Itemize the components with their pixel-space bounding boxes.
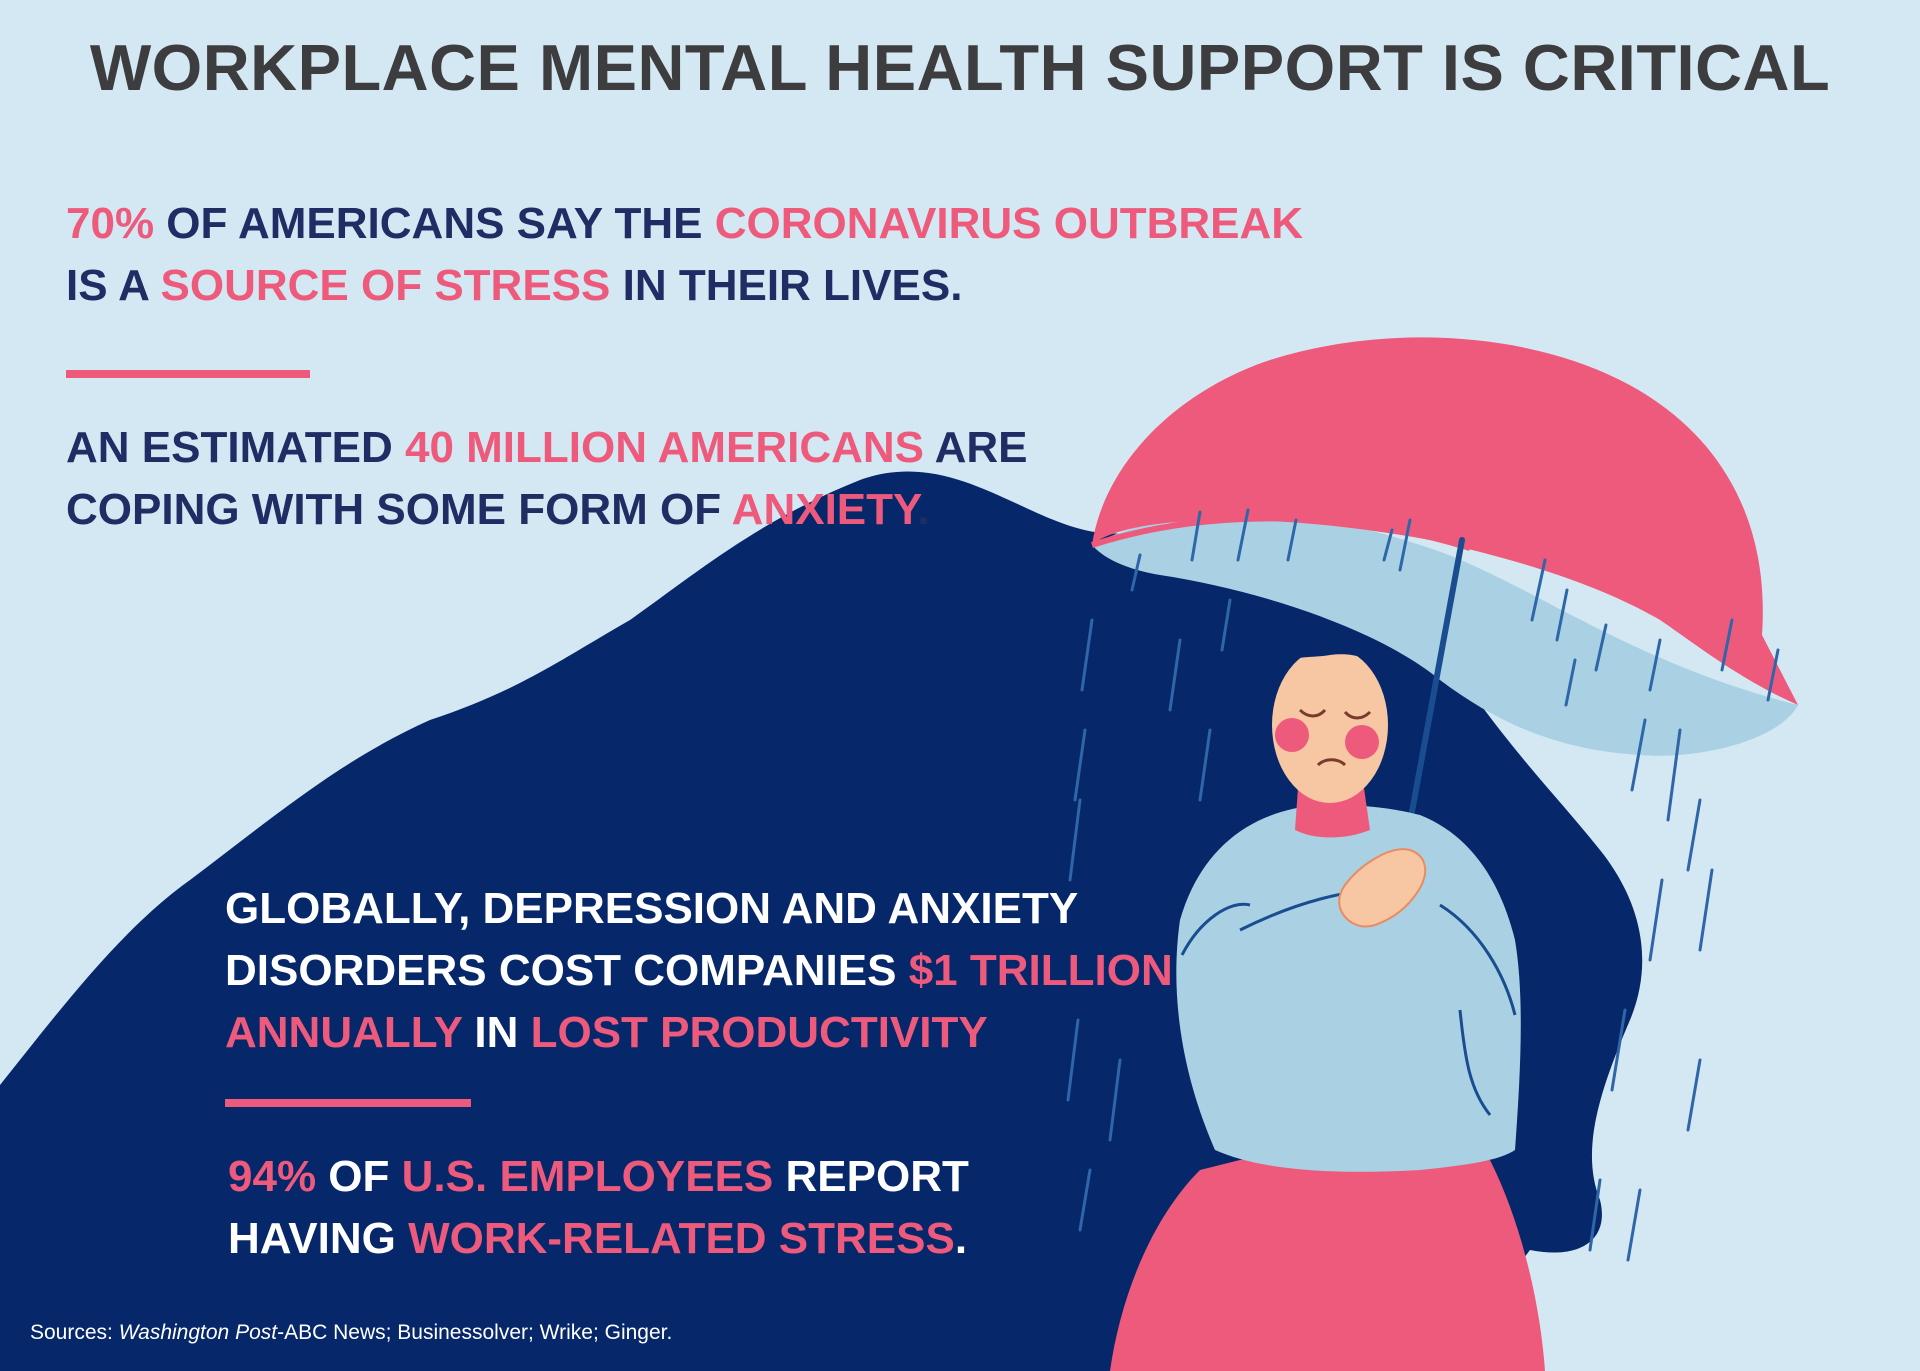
highlight-text: 70%	[66, 199, 155, 248]
sweater-fold-right	[1439, 903, 1517, 1016]
body-text: .	[954, 1214, 968, 1263]
body-text: ARE	[924, 423, 1028, 472]
body-text: OF	[316, 1152, 402, 1201]
eye-right	[1343, 710, 1372, 720]
highlight-text: 94%	[228, 1152, 317, 1201]
stat-coronavirus-stress: 70% OF AMERICANS SAY THE CORONAVIRUS OUT…	[66, 193, 1303, 317]
divider-rule-bottom	[225, 1099, 471, 1107]
body-text: DISORDERS COST COMPANIES	[225, 946, 909, 995]
body-text: .	[917, 485, 930, 534]
sweater-fold-lower	[1458, 1009, 1492, 1116]
cheek-left	[1275, 718, 1309, 752]
body-text: IS A	[66, 261, 161, 310]
stat-line: HAVING WORK-RELATED STRESS.	[228, 1208, 969, 1270]
body-text: IN	[462, 1008, 531, 1057]
umbrella-canopy-edge	[1091, 515, 1471, 551]
sources-publication: Washington Post	[118, 1321, 278, 1344]
highlight-text: SOURCE OF STRESS	[160, 261, 611, 310]
page-title: WORKPLACE MENTAL HEALTH SUPPORT IS CRITI…	[89, 31, 1831, 104]
stat-line: GLOBALLY, DEPRESSION AND ANXIETY	[225, 878, 1173, 940]
stat-anxiety-americans: AN ESTIMATED 40 MILLION AMERICANS ARE CO…	[66, 417, 1028, 541]
hand-shape	[1338, 848, 1427, 928]
highlight-text: $1 TRILLION	[908, 946, 1173, 995]
eye-left	[1298, 708, 1327, 718]
stat-line: ANNUALLY IN LOST PRODUCTIVITY	[225, 1002, 1173, 1064]
stat-line: DISORDERS COST COMPANIES $1 TRILLION	[225, 940, 1173, 1002]
body-text: HAVING	[228, 1214, 409, 1263]
cheek-right	[1345, 725, 1379, 759]
stat-line: COPING WITH SOME FORM OF ANXIETY.	[66, 479, 1028, 541]
stat-employee-stress: 94% OF U.S. EMPLOYEES REPORT HAVING WORK…	[228, 1146, 969, 1270]
sweater-shape	[1176, 805, 1521, 1172]
sources-label: Sources:	[30, 1321, 119, 1344]
stat-line: AN ESTIMATED 40 MILLION AMERICANS ARE	[66, 417, 1028, 479]
highlight-text: WORK-RELATED STRESS	[408, 1214, 955, 1263]
body-text: REPORT	[773, 1152, 969, 1201]
sources-rest: -ABC News; Businessolver; Wrike; Ginger.	[277, 1321, 673, 1344]
face-shape	[1272, 647, 1388, 803]
sweater-fold-left	[1180, 902, 1251, 956]
sources-footnote: Sources: Washington Post-ABC News; Busin…	[30, 1321, 672, 1345]
divider-rule-top	[66, 370, 310, 378]
body-text: OF AMERICANS SAY THE	[154, 199, 715, 248]
body-text: IN THEIR LIVES.	[610, 261, 963, 310]
body-text: COPING WITH SOME FORM OF	[66, 485, 732, 534]
stat-line: 70% OF AMERICANS SAY THE CORONAVIRUS OUT…	[66, 193, 1303, 255]
stat-line: IS A SOURCE OF STRESS IN THEIR LIVES.	[66, 255, 1303, 317]
body-text: GLOBALLY, DEPRESSION AND ANXIETY	[225, 884, 1079, 933]
highlight-text: CORONAVIRUS OUTBREAK	[714, 199, 1304, 248]
umbrella-canopy	[1092, 337, 1798, 705]
woman-illustration	[1110, 635, 1545, 1371]
mouth	[1316, 758, 1347, 767]
body-text: AN ESTIMATED	[66, 423, 405, 472]
highlight-text: 40 MILLION AMERICANS	[404, 423, 925, 472]
stat-line: 94% OF U.S. EMPLOYEES REPORT	[228, 1146, 969, 1208]
stat-global-cost: GLOBALLY, DEPRESSION AND ANXIETY DISORDE…	[225, 878, 1173, 1064]
rain-icon	[1066, 508, 1780, 1262]
highlight-text: ANNUALLY	[225, 1008, 463, 1057]
hair-top	[1269, 635, 1408, 720]
skirt-shape	[1110, 1152, 1545, 1371]
highlight-text: U.S. EMPLOYEES	[401, 1152, 774, 1201]
highlight-text: LOST PRODUCTIVITY	[530, 1008, 988, 1057]
highlight-text: ANXIETY	[731, 485, 918, 534]
